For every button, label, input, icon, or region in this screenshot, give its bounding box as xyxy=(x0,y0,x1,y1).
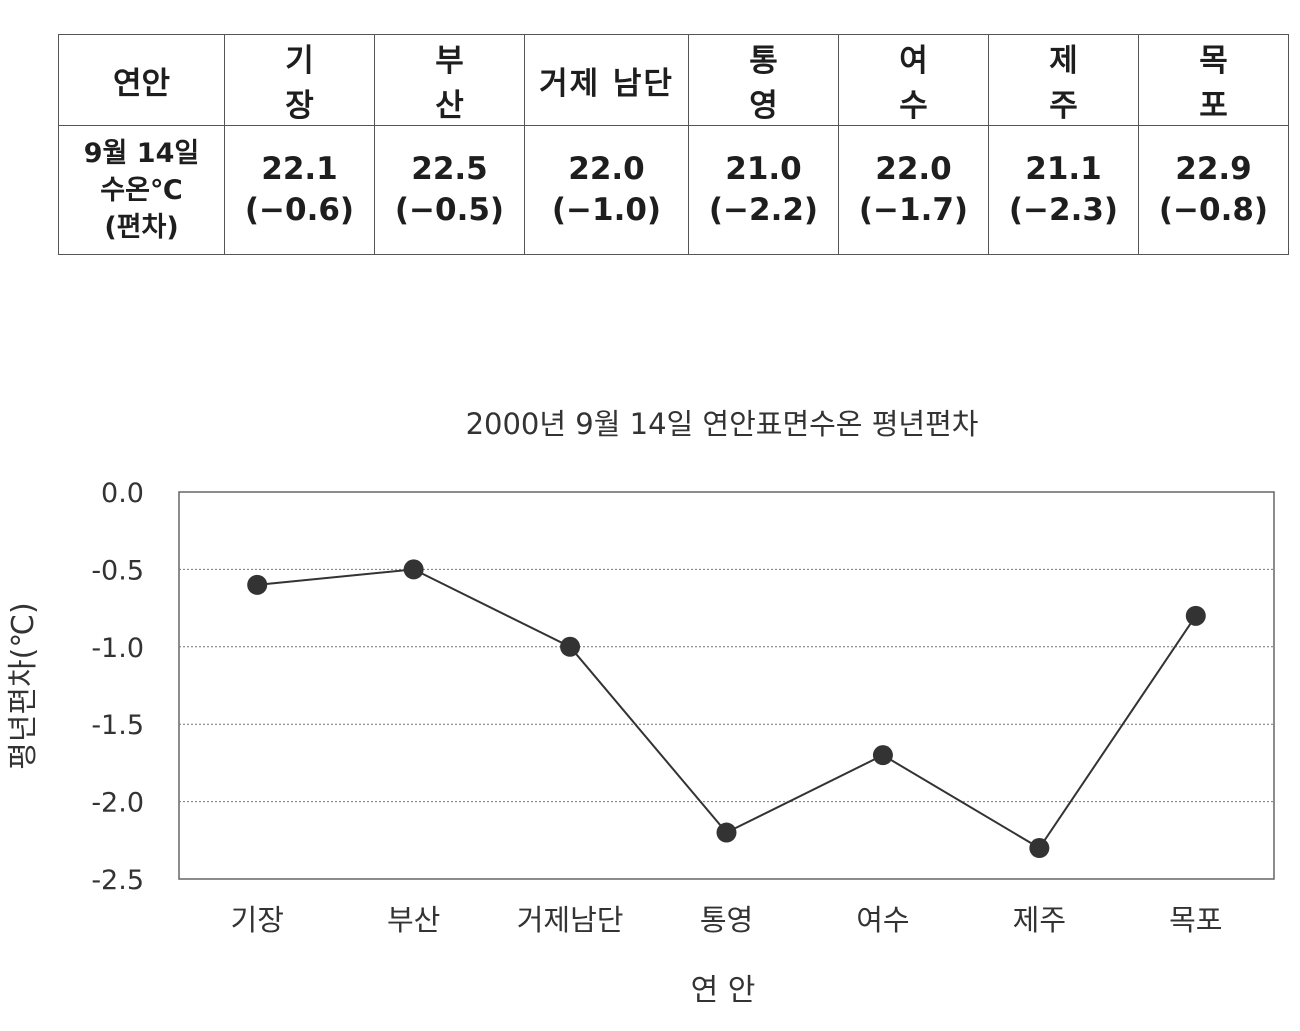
table-cell: 22.0 (−1.7) xyxy=(838,125,989,255)
deviation-line-chart: 2000년 9월 14일 연안표면수온 평년편차 0.0 -0.5 -1.0 -1.5… xyxy=(6,407,1275,1008)
data-point xyxy=(872,745,893,766)
deviation-value: (−0.8) xyxy=(1158,192,1269,228)
data-point xyxy=(560,636,581,657)
gridlines xyxy=(179,568,1274,803)
series-line xyxy=(257,568,1197,850)
x-tick-label: 제주 xyxy=(1013,903,1066,937)
table-row-label: 9월 14일 수온℃ (편차) xyxy=(58,125,225,255)
y-axis-ticks: 0.0 -0.5 -1.0 -1.5 -2.0 -2.5 xyxy=(91,478,144,896)
data-point xyxy=(716,822,737,843)
x-tick-label: 기장 xyxy=(231,903,284,937)
temperature-value: 22.0 xyxy=(568,151,645,187)
temperature-value: 21.1 xyxy=(1025,151,1102,187)
series-markers xyxy=(247,559,1206,859)
data-table: 연안 기 장 부 산 거제 남단 통 영 여 수 제 주 목 포 9월 14일 … xyxy=(58,34,1289,255)
table-header-station: 부 산 xyxy=(374,34,525,126)
y-tick-label: -0.5 xyxy=(91,555,144,586)
x-tick-label: 통영 xyxy=(700,903,753,937)
data-point xyxy=(1029,838,1050,859)
deviation-value: (−0.6) xyxy=(244,192,355,228)
table-header-station: 여 수 xyxy=(838,34,989,126)
x-axis-label: 연 안 xyxy=(691,973,756,1008)
x-axis-ticks: 기장 부산 거제남단 통영 여수 제주 목포 xyxy=(231,903,1223,937)
plot-area xyxy=(178,491,1275,880)
chart-title: 2000년 9월 14일 연안표면수온 평년편차 xyxy=(466,407,979,441)
table-cell: 22.1 (−0.6) xyxy=(224,125,375,255)
table-header-label: 연안 xyxy=(58,34,225,126)
y-tick-label: -2.0 xyxy=(91,788,144,819)
row-label-line: 9월 14일 xyxy=(83,137,200,169)
table-cell: 22.9 (−0.8) xyxy=(1138,125,1289,255)
y-tick-label: 0.0 xyxy=(101,478,144,509)
y-tick-label: -1.5 xyxy=(91,710,144,741)
row-label-line: 수온℃ xyxy=(100,174,183,206)
temperature-value: 22.0 xyxy=(875,151,952,187)
y-axis-label: 평년편차(℃) xyxy=(6,602,41,770)
row-label-line: (편차) xyxy=(104,211,179,243)
x-tick-label: 거제남단 xyxy=(517,903,624,937)
table-header-station: 제 주 xyxy=(988,34,1139,126)
deviation-value: (−1.0) xyxy=(551,192,662,228)
table-header-row: 연안 기 장 부 산 거제 남단 통 영 여 수 제 주 목 포 xyxy=(58,34,1289,126)
table-header-station: 목 포 xyxy=(1138,34,1289,126)
data-point xyxy=(403,559,424,580)
temperature-value: 22.5 xyxy=(411,151,488,187)
data-point xyxy=(247,574,268,595)
data-point xyxy=(1185,605,1206,626)
temperature-value: 22.9 xyxy=(1175,151,1252,187)
table-cell: 21.0 (−2.2) xyxy=(688,125,839,255)
deviation-value: (−2.3) xyxy=(1008,192,1119,228)
x-tick-label: 목포 xyxy=(1169,903,1222,937)
table-header-station: 거제 남단 xyxy=(524,34,689,126)
table-header-station: 기 장 xyxy=(224,34,375,126)
deviation-value: (−1.7) xyxy=(858,192,969,228)
x-tick-label: 여수 xyxy=(856,903,909,937)
y-tick-label: -2.5 xyxy=(91,865,144,896)
temperature-value: 22.1 xyxy=(261,151,338,187)
table-data-row: 9월 14일 수온℃ (편차) 22.1 (−0.6) 22.5 (−0.5) … xyxy=(58,125,1289,255)
table-cell: 22.5 (−0.5) xyxy=(374,125,525,255)
table-header-station: 통 영 xyxy=(688,34,839,126)
x-tick-label: 부산 xyxy=(387,903,440,937)
deviation-value: (−2.2) xyxy=(708,192,819,228)
table-cell: 21.1 (−2.3) xyxy=(988,125,1139,255)
y-tick-label: -1.0 xyxy=(91,633,144,664)
deviation-value: (−0.5) xyxy=(394,192,505,228)
table-cell: 22.0 (−1.0) xyxy=(524,125,689,255)
temperature-value: 21.0 xyxy=(725,151,802,187)
